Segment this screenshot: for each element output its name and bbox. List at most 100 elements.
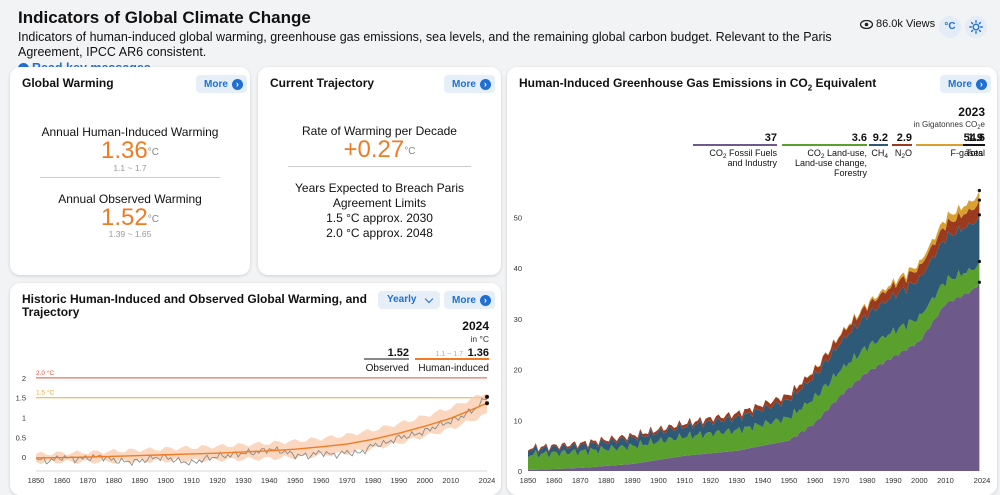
x-tick-label: 1960 — [313, 476, 330, 485]
legend-label-text-end: Fossil Fuels — [726, 148, 777, 158]
x-tick-label: 1940 — [754, 476, 771, 485]
x-tick-label: 1990 — [391, 476, 408, 485]
observed-warming-number: 1.52 — [101, 204, 148, 231]
legend-label-text: Total — [966, 148, 985, 158]
series-end-point — [977, 188, 981, 193]
x-tick-label: 1880 — [105, 476, 122, 485]
x-tick-label: 1970 — [833, 476, 850, 485]
y-tick-label: 0 — [22, 453, 26, 462]
y-tick-label: 10 — [514, 416, 522, 425]
legend-label-text: F-gases — [950, 148, 983, 158]
emissions-more-button[interactable]: More › — [940, 75, 991, 93]
breach-label: Years Expected to Breach Paris Agreement… — [295, 181, 464, 210]
x-tick-label: 2000 — [416, 476, 433, 485]
legend-value: 54.6 — [964, 132, 985, 144]
observed-legend-name: Observed — [366, 363, 409, 374]
human-induced-uncertainty-band — [36, 393, 487, 465]
legend-label-line3: Forestry — [834, 168, 868, 178]
unit-text: in Gigatonnes CO — [914, 120, 978, 129]
panel-title: Historic Human-Induced and Observed Glob… — [22, 292, 367, 319]
historic-more-button[interactable]: More › — [444, 291, 495, 309]
legend-value: 2.9 — [897, 132, 912, 144]
unit-toggle-button[interactable]: °C — [939, 16, 961, 38]
emissions-area-layer — [528, 282, 980, 471]
divider — [40, 177, 220, 178]
observed-series-line — [35, 398, 488, 467]
x-tick-label: 1960 — [807, 476, 824, 485]
more-label: More — [948, 78, 972, 90]
chevron-right-icon: › — [479, 78, 491, 90]
title-text-end: Equivalent — [812, 76, 877, 90]
x-tick-label: 1900 — [650, 476, 667, 485]
x-tick-label: 1890 — [624, 476, 641, 485]
rate-number: +0.27 — [343, 136, 405, 163]
theme-toggle-button[interactable] — [965, 16, 987, 38]
x-tick-label: 1880 — [598, 476, 615, 485]
views-count: 86.0k Views — [876, 18, 936, 30]
legend-label-line2: Land-use change, — [795, 158, 867, 168]
panel-title: Human-Induced Greenhouse Gas Emissions i… — [519, 77, 876, 94]
historic-plot-area: 0 0.5 1 1.5 2 1850 1860 1870 1880 1890 1900 1910 192… — [16, 369, 496, 485]
observed-warming-unit: °C — [147, 214, 159, 225]
x-tick-label: 1950 — [781, 476, 798, 485]
x-tick-label: 1930 — [728, 476, 745, 485]
rate-value: +0.27°C — [258, 137, 501, 163]
x-tick-label: 1970 — [339, 476, 356, 485]
page-header: Indicators of Global Climate Change Indi… — [18, 8, 848, 76]
trajectory-more-button[interactable]: More › — [444, 75, 495, 93]
eye-icon — [860, 19, 873, 29]
x-tick-label: 2010 — [937, 476, 954, 485]
legend-value: 3.6 — [852, 132, 867, 144]
x-tick-label: 1920 — [209, 476, 226, 485]
x-tick-label: 2024 — [974, 476, 991, 485]
observed-warming-value: 1.52°C — [10, 205, 250, 231]
divider — [288, 166, 471, 167]
legend-label: CO2 Land-use, — [807, 148, 867, 160]
legend-label-text-end: Land-use, — [824, 148, 867, 158]
legend-label: Total — [966, 148, 985, 158]
period-select[interactable]: Yearly — [378, 291, 440, 309]
human-warming-number: 1.36 — [101, 137, 148, 164]
observed-end-point — [485, 394, 489, 399]
title-text: Human-Induced Greenhouse Gas Emissions i… — [519, 76, 808, 90]
more-label: More — [452, 294, 476, 306]
global-warming-panel: Global Warming More › Annual Human-Induce… — [10, 67, 250, 275]
chart-unit: in Gigatonnes CO2e — [914, 120, 986, 131]
rate-unit: °C — [404, 146, 416, 157]
x-tick-label: 1870 — [79, 476, 96, 485]
x-tick-label: 1910 — [183, 476, 200, 485]
human-legend-range: 1.1 ~ 1.7 — [436, 351, 464, 358]
y-tick-label: 50 — [514, 213, 522, 222]
global-warming-more-button[interactable]: More › — [196, 75, 247, 93]
series-end-point — [977, 280, 981, 284]
emissions-plot-area: 0 10 20 30 40 50 1850 1860 1870 1880 1890 1900 1910 1… — [514, 188, 991, 485]
legend-label: N2O — [895, 148, 912, 160]
x-tick-label: 1980 — [859, 476, 876, 485]
legend-label-subscript: 2 — [901, 153, 905, 160]
legend-value: 37 — [765, 132, 777, 144]
emissions-area-layer — [528, 261, 980, 470]
y-tick-label: 20 — [514, 366, 522, 375]
breach-2-0: 2.0 °C approx. 2048 — [326, 226, 433, 240]
historic-warming-panel: Historic Human-Induced and Observed Glob… — [10, 283, 501, 495]
legend-label: CO2 Fossil Fuels — [709, 148, 777, 160]
panel-title: Current Trajectory — [270, 76, 375, 90]
legend-label-line2: and Industry — [727, 158, 777, 168]
x-tick-label: 1850 — [520, 476, 537, 485]
chart-year: 2024 — [462, 319, 489, 333]
legend-value: 1.9 — [968, 132, 983, 144]
x-tick-label: 2000 — [911, 476, 928, 485]
x-tick-label: 1930 — [235, 476, 252, 485]
legend-label-text: CO — [807, 148, 821, 158]
reference-line-label: 1.5 °C — [36, 389, 54, 397]
x-tick-label: 1940 — [261, 476, 278, 485]
observed-warming-range: 1.39 ~ 1.65 — [108, 229, 152, 239]
human-warming-value: 1.36°C — [10, 138, 250, 164]
x-tick-label: 1860 — [54, 476, 71, 485]
unit-text-end: e — [981, 120, 986, 129]
y-tick-label: 1.5 — [16, 394, 26, 403]
reference-line-label: 2.0 °C — [36, 369, 54, 377]
legend-label: F-gases — [950, 148, 983, 158]
views-counter: 86.0k Views — [860, 18, 935, 30]
